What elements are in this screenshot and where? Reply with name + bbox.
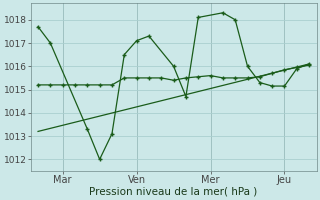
X-axis label: Pression niveau de la mer( hPa ): Pression niveau de la mer( hPa ) — [90, 187, 258, 197]
